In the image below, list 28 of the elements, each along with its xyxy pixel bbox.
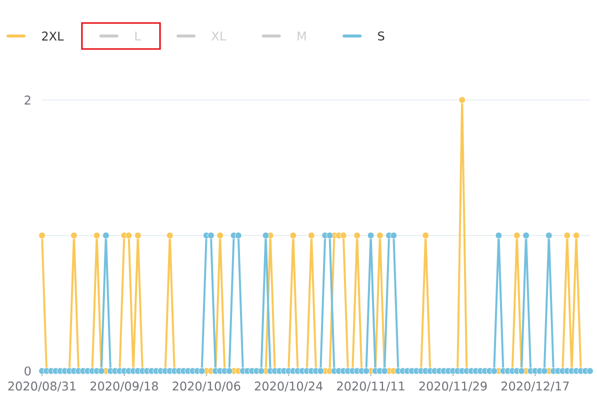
y-tick-label: 0 <box>24 366 31 376</box>
point <box>458 96 466 104</box>
x-tick-label: 2020/09/18 <box>90 382 158 392</box>
x-tick-label: 2020/12/17 <box>501 382 569 392</box>
point <box>564 232 571 239</box>
point <box>70 232 78 239</box>
point <box>572 232 580 239</box>
point <box>422 232 430 239</box>
x-tick-label: 2020/11/29 <box>419 382 487 392</box>
point <box>166 232 174 239</box>
point <box>513 232 520 239</box>
x-tick-label: 2020/11/11 <box>337 382 404 392</box>
point <box>308 232 315 239</box>
point <box>290 232 297 239</box>
point <box>354 232 361 239</box>
legend-label: 2XL <box>42 32 64 40</box>
point <box>216 232 224 239</box>
point <box>340 232 347 239</box>
point <box>93 232 100 239</box>
point <box>376 232 384 239</box>
x-tick-label: 2020/10/06 <box>172 382 240 392</box>
x-tick-label: 2020/10/24 <box>254 382 322 392</box>
point <box>38 232 46 239</box>
x-tick-label: 2020/08/31 <box>8 382 76 392</box>
legend-label: S <box>378 31 384 41</box>
y-tick-label: 2 <box>24 96 30 104</box>
point <box>134 232 142 239</box>
point <box>125 232 132 239</box>
